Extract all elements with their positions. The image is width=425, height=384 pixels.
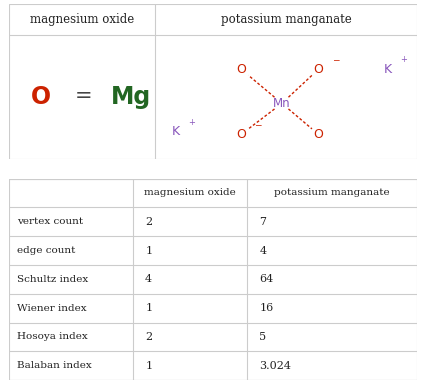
Text: O: O [314, 128, 323, 141]
Text: edge count: edge count [17, 246, 75, 255]
Text: magnesium oxide: magnesium oxide [144, 189, 236, 197]
Text: potassium manganate: potassium manganate [221, 13, 351, 26]
Text: +: + [400, 55, 407, 65]
Text: O: O [236, 63, 246, 76]
Text: Schultz index: Schultz index [17, 275, 88, 284]
Text: O: O [31, 85, 51, 109]
Text: 1: 1 [145, 303, 152, 313]
Text: =: = [75, 86, 93, 106]
Text: Wiener index: Wiener index [17, 304, 86, 313]
Text: 2: 2 [145, 217, 152, 227]
Text: 5: 5 [259, 332, 266, 342]
Text: magnesium oxide: magnesium oxide [30, 13, 134, 26]
Text: K: K [172, 125, 180, 138]
Text: O: O [236, 128, 246, 141]
Text: Hosoya index: Hosoya index [17, 333, 88, 341]
Text: K: K [384, 63, 392, 76]
Text: potassium manganate: potassium manganate [274, 189, 390, 197]
Text: 7: 7 [259, 217, 266, 227]
Text: 64: 64 [259, 274, 274, 285]
Text: 3.024: 3.024 [259, 361, 292, 371]
Text: +: + [188, 118, 195, 127]
Text: 4: 4 [259, 245, 266, 256]
Text: 2: 2 [145, 332, 152, 342]
Text: Mg: Mg [111, 85, 151, 109]
Text: −: − [255, 121, 262, 130]
Text: 4: 4 [145, 274, 152, 285]
Text: vertex count: vertex count [17, 217, 83, 226]
Text: 1: 1 [145, 245, 152, 256]
Text: 16: 16 [259, 303, 274, 313]
Text: 1: 1 [145, 361, 152, 371]
Text: −: − [332, 55, 340, 65]
Text: Balaban index: Balaban index [17, 361, 91, 370]
Text: O: O [314, 63, 323, 76]
Text: Mn: Mn [273, 97, 291, 110]
